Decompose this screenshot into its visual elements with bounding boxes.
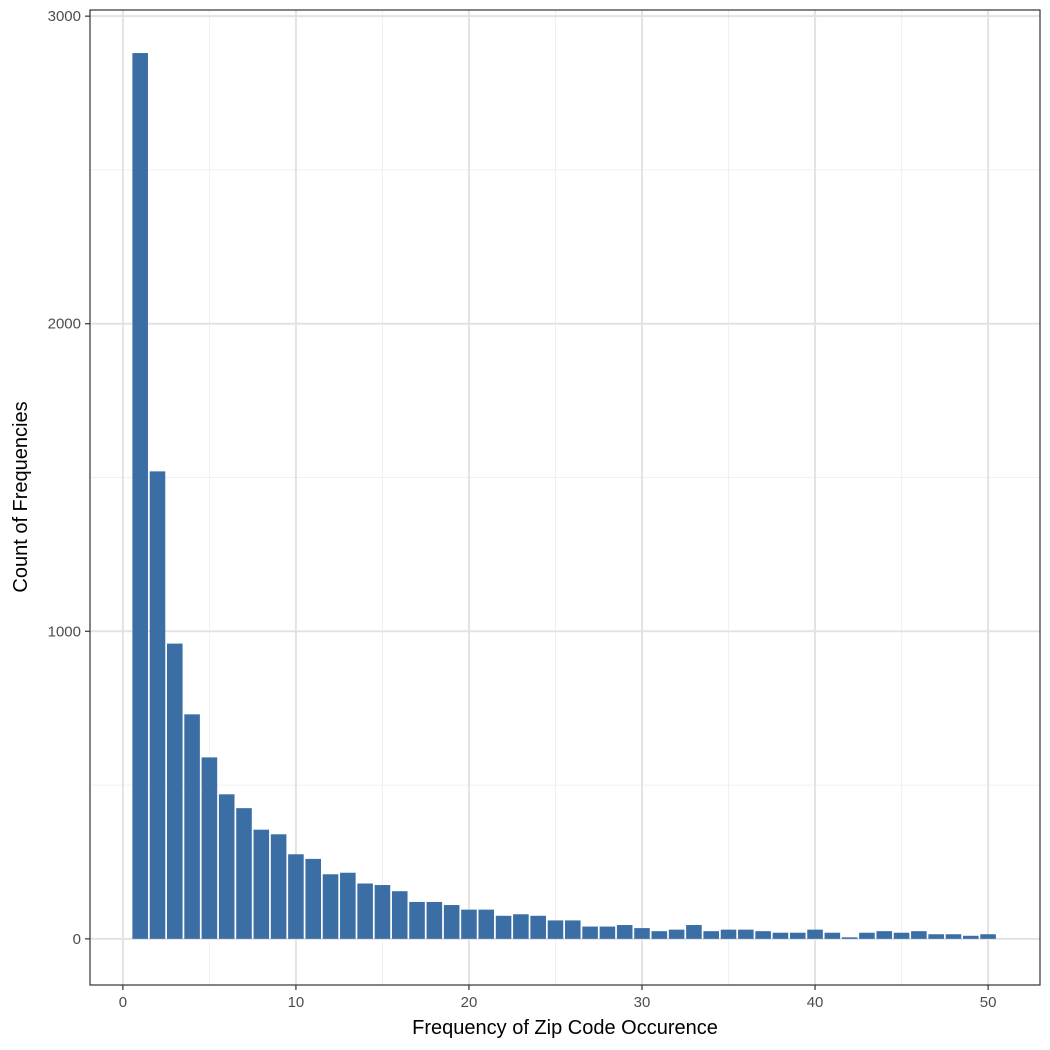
y-axis: 0 1000 2000 3000 [48, 8, 90, 948]
bar [686, 925, 702, 939]
bar [391, 891, 408, 939]
bar [270, 834, 287, 939]
bar [651, 931, 668, 939]
x-tick-label: 50 [980, 994, 997, 1011]
y-tick-label: 1000 [48, 623, 81, 640]
bar [547, 920, 564, 939]
bar [288, 854, 304, 939]
bar [789, 932, 806, 939]
bars [132, 53, 996, 939]
bar [772, 932, 789, 939]
x-tick-label: 10 [288, 994, 305, 1011]
bar [668, 929, 685, 939]
bar [443, 905, 460, 939]
bar [374, 885, 391, 939]
x-axis: 0 10 20 30 40 50 [119, 985, 997, 1011]
bar [755, 931, 771, 939]
x-axis-title: Frequency of Zip Code Occurence [412, 1017, 718, 1039]
bar [513, 914, 529, 939]
bar [218, 794, 235, 939]
bar [807, 929, 823, 939]
bar [565, 920, 581, 939]
x-tick-label: 40 [807, 994, 824, 1011]
y-tick-label: 0 [73, 931, 81, 948]
bar [357, 883, 373, 939]
bar [738, 929, 754, 939]
bar [634, 928, 650, 939]
y-tick-label: 2000 [48, 316, 81, 333]
bar [859, 932, 875, 939]
bar [149, 471, 166, 939]
bar [236, 808, 252, 939]
bar [720, 929, 737, 939]
bar [928, 934, 944, 939]
bar [184, 714, 200, 939]
y-tick-label: 3000 [48, 8, 81, 25]
bar [426, 901, 443, 939]
bar [132, 53, 148, 939]
bar [461, 909, 477, 939]
bar [703, 931, 720, 939]
bar [201, 757, 218, 939]
bar [945, 934, 962, 939]
bar [530, 915, 546, 939]
bar [167, 643, 183, 939]
bar [409, 901, 425, 939]
bar [253, 829, 270, 939]
bar [616, 925, 633, 939]
bar [478, 909, 495, 939]
bar [962, 935, 979, 939]
bar [495, 915, 512, 939]
panel-border [89, 9, 1041, 986]
bar [876, 931, 893, 939]
bar [841, 937, 858, 939]
bar [980, 934, 996, 939]
bar [340, 872, 356, 939]
bar [599, 926, 616, 939]
y-axis-title: Count of Frequencies [10, 401, 32, 592]
minor-gridlines [90, 10, 1040, 985]
x-tick-label: 20 [461, 994, 478, 1011]
bar [582, 926, 598, 939]
bar [322, 874, 339, 939]
x-tick-label: 30 [634, 994, 651, 1011]
x-tick-label: 0 [119, 994, 127, 1011]
bar [305, 858, 322, 939]
bar [911, 931, 927, 939]
bar [893, 932, 910, 939]
bar [824, 932, 841, 939]
